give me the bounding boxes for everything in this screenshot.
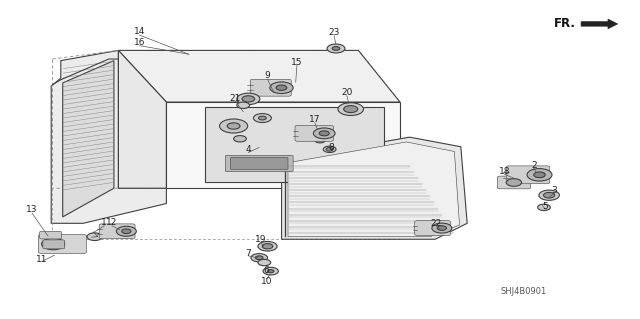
FancyBboxPatch shape bbox=[295, 125, 333, 141]
Circle shape bbox=[338, 103, 364, 115]
Text: 7: 7 bbox=[246, 249, 251, 258]
Text: 17: 17 bbox=[309, 115, 321, 124]
FancyBboxPatch shape bbox=[38, 234, 86, 254]
Text: 4: 4 bbox=[246, 145, 251, 154]
Circle shape bbox=[319, 131, 329, 136]
Polygon shape bbox=[63, 61, 114, 217]
Text: 18: 18 bbox=[499, 167, 510, 176]
Text: 22: 22 bbox=[431, 219, 442, 228]
Circle shape bbox=[220, 119, 248, 133]
Circle shape bbox=[270, 82, 293, 93]
Circle shape bbox=[227, 123, 240, 129]
FancyBboxPatch shape bbox=[99, 224, 135, 239]
FancyBboxPatch shape bbox=[250, 79, 291, 96]
Circle shape bbox=[534, 172, 545, 178]
Circle shape bbox=[234, 136, 246, 142]
Circle shape bbox=[327, 44, 345, 53]
Circle shape bbox=[432, 223, 452, 233]
Text: 14: 14 bbox=[134, 27, 145, 36]
Circle shape bbox=[253, 114, 271, 122]
Circle shape bbox=[262, 244, 273, 249]
FancyBboxPatch shape bbox=[506, 166, 550, 184]
Text: 1: 1 bbox=[102, 218, 107, 227]
Circle shape bbox=[237, 93, 260, 105]
Circle shape bbox=[315, 138, 325, 143]
Text: 8: 8 bbox=[329, 143, 334, 152]
Text: 6: 6 bbox=[264, 266, 269, 275]
Polygon shape bbox=[166, 102, 400, 188]
Text: 3: 3 bbox=[552, 186, 557, 195]
FancyBboxPatch shape bbox=[415, 221, 451, 235]
Circle shape bbox=[344, 106, 358, 113]
Circle shape bbox=[42, 238, 65, 250]
Circle shape bbox=[527, 169, 552, 181]
Circle shape bbox=[259, 116, 266, 120]
Circle shape bbox=[87, 233, 102, 241]
Text: FR.: FR. bbox=[554, 18, 576, 30]
Text: 16: 16 bbox=[134, 38, 145, 47]
FancyBboxPatch shape bbox=[40, 231, 61, 239]
Circle shape bbox=[314, 128, 335, 139]
Polygon shape bbox=[118, 50, 166, 188]
Text: 10: 10 bbox=[260, 277, 272, 286]
Circle shape bbox=[332, 47, 340, 50]
Text: 11: 11 bbox=[36, 255, 47, 263]
FancyBboxPatch shape bbox=[225, 155, 293, 172]
Circle shape bbox=[263, 267, 278, 275]
Text: 12: 12 bbox=[106, 218, 118, 227]
Polygon shape bbox=[118, 50, 400, 102]
Circle shape bbox=[258, 241, 277, 251]
Circle shape bbox=[276, 85, 287, 90]
Circle shape bbox=[255, 256, 263, 260]
Text: 13: 13 bbox=[26, 205, 38, 214]
FancyBboxPatch shape bbox=[230, 158, 288, 169]
Text: 21: 21 bbox=[230, 94, 241, 103]
Circle shape bbox=[251, 254, 268, 262]
Circle shape bbox=[326, 147, 333, 151]
Circle shape bbox=[258, 259, 271, 266]
Circle shape bbox=[506, 179, 522, 186]
Text: 19: 19 bbox=[255, 235, 267, 244]
FancyBboxPatch shape bbox=[43, 240, 65, 249]
Circle shape bbox=[323, 146, 336, 152]
Polygon shape bbox=[282, 137, 467, 239]
Polygon shape bbox=[581, 19, 618, 29]
Text: 5: 5 bbox=[543, 202, 548, 211]
Circle shape bbox=[437, 226, 447, 230]
Circle shape bbox=[242, 96, 255, 102]
Text: 9: 9 bbox=[265, 71, 270, 80]
Text: SHJ4B0901: SHJ4B0901 bbox=[500, 287, 547, 296]
Text: 23: 23 bbox=[328, 28, 340, 37]
Polygon shape bbox=[288, 142, 460, 237]
FancyBboxPatch shape bbox=[497, 176, 531, 189]
Circle shape bbox=[543, 192, 555, 198]
Circle shape bbox=[237, 102, 250, 108]
Text: 2: 2 bbox=[531, 161, 536, 170]
Circle shape bbox=[538, 204, 550, 211]
Polygon shape bbox=[51, 50, 166, 223]
Text: 15: 15 bbox=[291, 58, 303, 67]
Circle shape bbox=[122, 229, 131, 234]
Text: 20: 20 bbox=[341, 88, 353, 97]
Circle shape bbox=[116, 226, 136, 236]
Circle shape bbox=[268, 270, 274, 273]
Polygon shape bbox=[205, 107, 384, 182]
Circle shape bbox=[47, 241, 60, 247]
Circle shape bbox=[539, 190, 559, 200]
